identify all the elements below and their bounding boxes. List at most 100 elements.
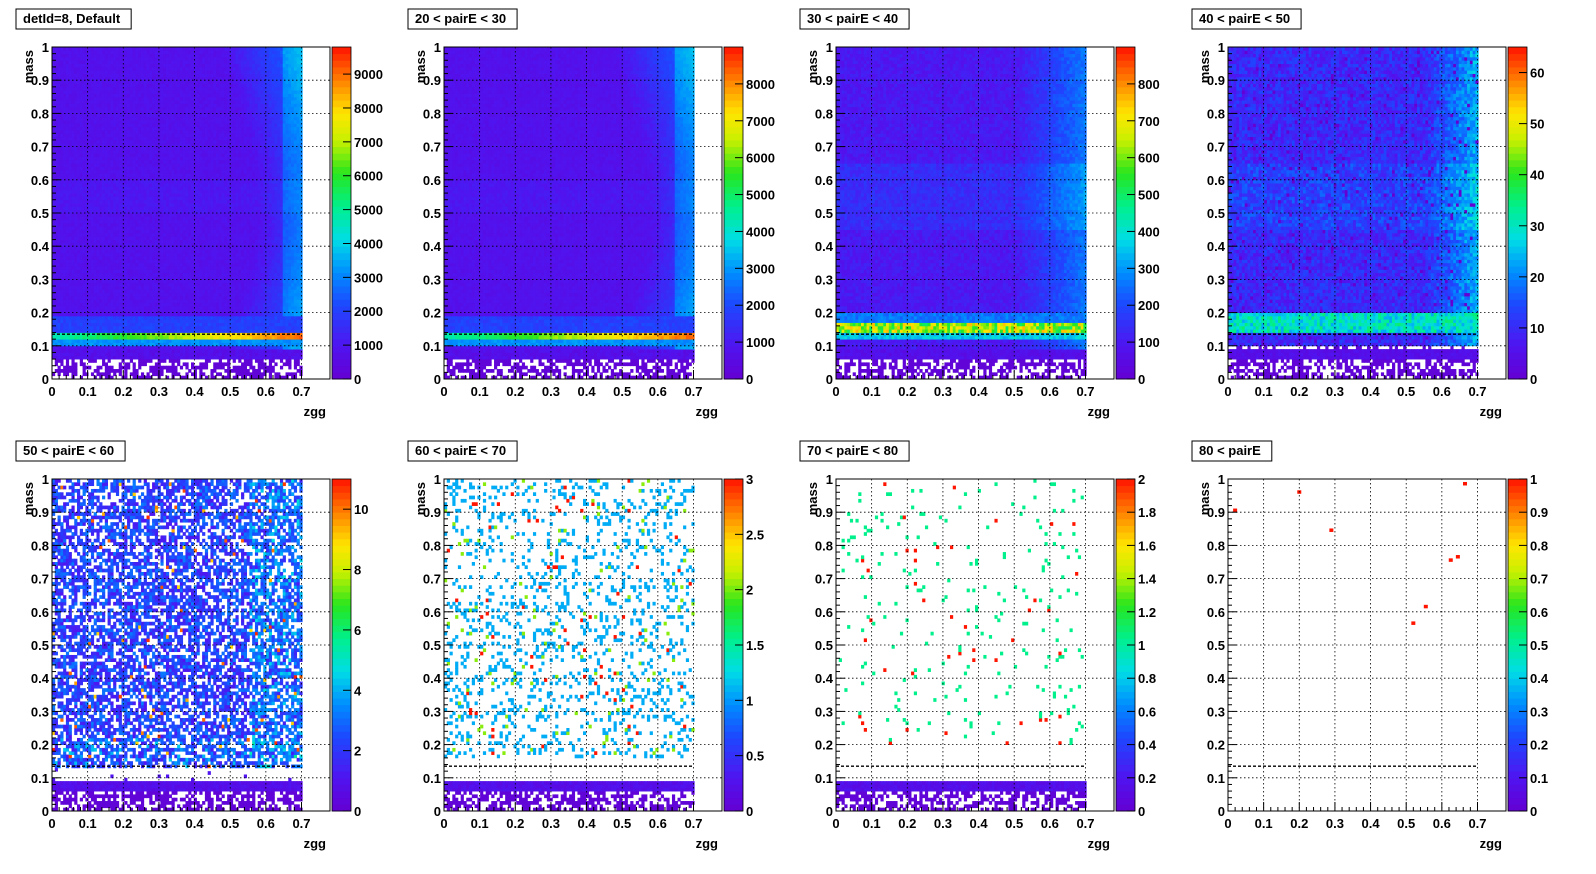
heatmap-cell [58, 100, 61, 104]
heatmap-cell [69, 107, 72, 111]
heatmap-cell [63, 93, 66, 97]
heatmap-cell [55, 87, 58, 91]
heatmap-cell [66, 226, 69, 230]
heatmap-cell [58, 263, 61, 267]
heatmap-cell [58, 133, 61, 137]
heatmap-cell [60, 60, 63, 64]
heatmap-cell [63, 133, 66, 137]
heatmap-cell [63, 313, 66, 317]
heatmap-cell [55, 54, 58, 58]
heatmap-cell [60, 54, 63, 58]
heatmap-cell [63, 67, 66, 71]
heatmap-cell [69, 356, 72, 360]
heatmap-cell [71, 326, 74, 330]
heatmap-cell [63, 269, 66, 273]
heatmap-cell [58, 60, 61, 64]
heatmap-cell [60, 220, 63, 224]
heatmap-cell [58, 97, 61, 101]
heatmap-cell [60, 80, 63, 84]
heatmap-cell [63, 190, 66, 194]
heatmap-cell [71, 123, 74, 127]
heatmap-cell [58, 173, 61, 177]
heatmap-cell [71, 356, 74, 360]
heatmap-cell [58, 306, 61, 310]
heatmap-cell [60, 206, 63, 210]
heatmap-cell [60, 253, 63, 257]
heatmap-cell [71, 293, 74, 297]
heatmap-cell [71, 200, 74, 204]
heatmap-cell [66, 170, 69, 174]
heatmap-cell [66, 359, 69, 363]
heatmap-cell [69, 339, 72, 343]
heatmap-cell [58, 313, 61, 317]
heatmap-cell [69, 153, 72, 157]
heatmap-cell [60, 74, 63, 78]
heatmap-cell [69, 289, 72, 293]
heatmap-cell [63, 240, 66, 244]
heatmap-cell [63, 130, 66, 134]
heatmap-cell [58, 183, 61, 187]
heatmap-cell [66, 160, 69, 164]
heatmap-cell [66, 67, 69, 71]
heatmap-cell [60, 323, 63, 327]
heatmap-cell [58, 200, 61, 204]
heatmap-cell [71, 193, 74, 197]
heatmap-cell [63, 339, 66, 343]
heatmap-cell [71, 170, 74, 174]
heatmap-cell [66, 240, 69, 244]
heatmap-cell [66, 306, 69, 310]
heatmap-cell [66, 153, 69, 157]
heatmap-cell [55, 319, 58, 323]
heatmap-cell [60, 223, 63, 227]
heatmap-cell [71, 67, 74, 71]
heatmap-cell [66, 206, 69, 210]
heatmap-cell [63, 266, 66, 270]
heatmap-cell [66, 223, 69, 227]
heatmap-cell [69, 336, 72, 340]
heatmap-cell [69, 349, 72, 353]
heatmap-cell [60, 153, 63, 157]
heatmap-cell [66, 173, 69, 177]
heatmap-cell [60, 150, 63, 154]
heatmap-cell [71, 339, 74, 343]
heatmap-cell [63, 87, 66, 91]
heatmap-cell [69, 346, 72, 350]
heatmap-cell [71, 150, 74, 154]
heatmap-cell [74, 349, 77, 353]
heatmap-cell [66, 186, 69, 190]
heatmap-cell [69, 103, 72, 107]
heatmap-cell [55, 120, 58, 124]
heatmap-cell [58, 50, 61, 54]
heatmap-cell [63, 100, 66, 104]
heatmap-cell [71, 196, 74, 200]
heatmap-cell [60, 47, 63, 51]
heatmap-cell [58, 339, 61, 343]
heatmap-cell [66, 157, 69, 161]
heatmap-cell [66, 362, 69, 366]
heatmap-cell [60, 147, 63, 151]
heatmap-cell [55, 293, 58, 297]
heatmap-cell [60, 117, 63, 121]
heatmap-cell [66, 263, 69, 267]
heatmap-cell [60, 130, 63, 134]
heatmap-cell [69, 190, 72, 194]
heatmap-cell [66, 57, 69, 61]
heatmap-cell [71, 279, 74, 283]
heatmap-cell [55, 233, 58, 237]
heatmap-cell [66, 253, 69, 257]
heatmap-cell [60, 137, 63, 141]
heatmap-cell [71, 273, 74, 277]
heatmap-cell [71, 230, 74, 234]
heatmap-cell [71, 223, 74, 227]
heatmap-cell [66, 230, 69, 234]
heatmap-cell [58, 352, 61, 356]
heatmap-cell [55, 286, 58, 290]
heatmap-cell [66, 246, 69, 250]
heatmap-cell [71, 183, 74, 187]
heatmap-cell [55, 246, 58, 250]
heatmap-cell [69, 279, 72, 283]
heatmap-cell [66, 100, 69, 104]
heatmap-cell [60, 319, 63, 323]
heatmap-cell [63, 90, 66, 94]
heatmap-cell [55, 299, 58, 303]
